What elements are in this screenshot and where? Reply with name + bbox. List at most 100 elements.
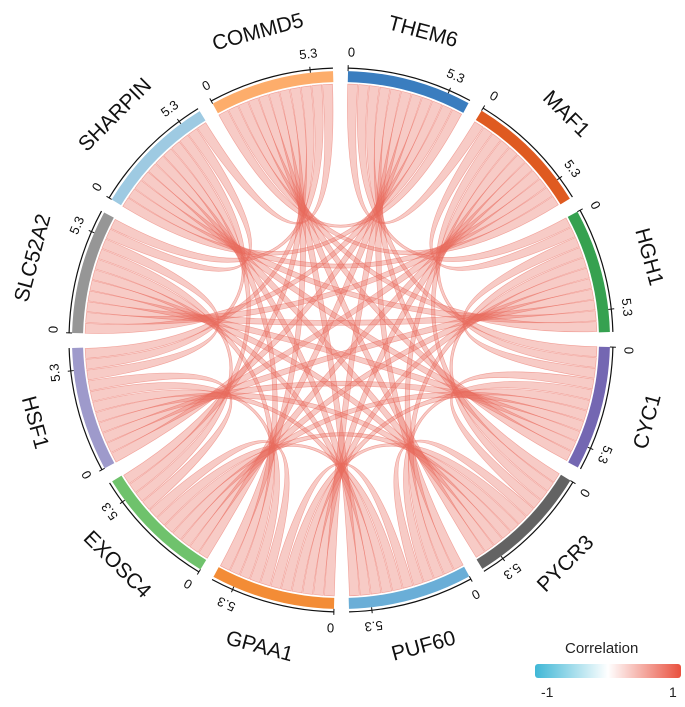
sector-slc52a2 — [72, 212, 114, 334]
tick-mark — [196, 569, 201, 575]
tick-mark — [176, 118, 182, 125]
sector-axis-pycr3 — [483, 481, 574, 572]
tick-mark — [99, 467, 105, 472]
sector-label-cyc1: CYC1 — [629, 391, 666, 451]
chord-link-maf1-gpaa1 — [313, 154, 526, 596]
correlation-legend: Correlation -1 1 — [535, 640, 681, 700]
tick-label: 5.3 — [619, 297, 636, 317]
chord-link-cyc1-slc52a2 — [87, 290, 581, 442]
tick-mark — [481, 105, 486, 111]
tick-label: 5.3 — [215, 594, 238, 615]
tick-label: 0 — [327, 620, 335, 635]
sector-commd5 — [212, 71, 334, 114]
tick-label: 0 — [199, 77, 213, 94]
tick-label: 0 — [46, 326, 61, 334]
legend-title: Correlation — [565, 640, 639, 657]
chord-link-puf60-gpaa1 — [270, 462, 414, 590]
sector-label-them6: THEM6 — [386, 12, 461, 53]
chord-link-puf60-sharpin — [155, 155, 371, 596]
tick-mark — [67, 370, 74, 372]
tick-mark — [570, 480, 576, 485]
tick-mark — [468, 576, 473, 582]
chord-link-gpaa1-exosc4 — [149, 440, 290, 587]
tick-mark — [577, 208, 583, 213]
sector-label-pycr3: PYCR3 — [533, 531, 599, 597]
chord-link-gpaa1-sharpin — [163, 148, 278, 576]
sector-axis-gpaa1 — [211, 578, 334, 613]
sector-axis-cyc1 — [579, 347, 614, 470]
tick-mark — [447, 87, 452, 94]
chord-link-maf1-slc52a2 — [85, 178, 547, 325]
chord-link-pycr3-slc52a2 — [89, 279, 503, 546]
legend-max-label: 1 — [669, 684, 677, 700]
tick-label: 5.3 — [298, 45, 318, 62]
chord-link-maf1-commd5 — [228, 105, 559, 256]
chord-link-them6-commd5 — [218, 109, 463, 228]
tick-label: 0 — [469, 586, 483, 603]
sector-label-maf1: MAF1 — [538, 86, 594, 142]
chord-link-puf60-exosc4 — [156, 443, 403, 592]
chord-link-hgh1-gpaa1 — [302, 267, 590, 595]
chord-link-hgh1-hsf1 — [102, 288, 595, 443]
chord-link-maf1-cyc1 — [435, 133, 597, 368]
tick-mark — [556, 175, 563, 181]
chord-link-hgh1-pycr3 — [449, 247, 584, 501]
tick-label: 0 — [587, 198, 604, 212]
tick-label: 5.3 — [98, 500, 121, 523]
sector-label-hgh1: HGH1 — [630, 226, 667, 288]
chord-link-cyc1-puf60 — [403, 381, 593, 583]
chord-link-gpaa1-commd5 — [219, 88, 306, 571]
sector-axis-slc52a2 — [68, 210, 103, 333]
sector-label-exosc4: EXOSC4 — [79, 526, 156, 603]
tick-label: 0 — [181, 576, 195, 593]
chord-link-exosc4-slc52a2 — [97, 248, 233, 502]
sector-axis-sharpin — [108, 108, 199, 199]
sector-axis-them6 — [348, 67, 471, 102]
tick-mark — [119, 499, 126, 505]
chord-link-slc52a2-sharpin — [105, 128, 252, 272]
chord-link-them6-hsf1 — [111, 96, 433, 463]
tick-label: 0 — [348, 45, 356, 60]
sector-axis-commd5 — [210, 67, 333, 102]
tick-label: 5.3 — [158, 97, 181, 120]
tick-mark — [230, 586, 235, 593]
chord-link-exosc4-commd5 — [123, 86, 307, 485]
chord-link-pycr3-gpaa1 — [280, 443, 527, 592]
tick-mark — [88, 229, 95, 234]
chord-link-hsf1-slc52a2 — [86, 238, 220, 381]
tick-label: 5.3 — [364, 618, 384, 635]
chord-link-gpaa1-hsf1 — [89, 382, 280, 584]
sector-hgh1 — [567, 211, 610, 333]
tick-label: 5.3 — [501, 560, 524, 583]
chord-ticks: 0 5.3 0 5.3 0 5.3 0 5.3 0 5.3 0 5.3 0 5.3 0 5.3 0 5.3 0 5.3… — [46, 45, 637, 636]
sector-label-puf60: PUF60 — [389, 626, 458, 665]
sector-axis-exosc4 — [109, 482, 200, 573]
chord-link-them6-pycr3 — [373, 86, 560, 483]
sector-gpaa1 — [213, 567, 335, 609]
tick-mark — [500, 555, 506, 562]
chord-link-cyc1-sharpin — [141, 171, 577, 452]
chord-link-hsf1-commd5 — [84, 85, 315, 359]
legend-color-bar — [535, 664, 681, 678]
sector-axis-hgh1 — [579, 209, 614, 332]
chord-link-hsf1-sharpin — [85, 134, 246, 370]
tick-mark — [587, 446, 594, 451]
sector-maf1 — [475, 110, 570, 205]
sector-cyc1 — [568, 346, 610, 468]
tick-label: 0 — [487, 88, 501, 105]
sector-label-commd5: COMMD5 — [210, 9, 306, 56]
legend-min-label: -1 — [541, 684, 554, 700]
sector-label-gpaa1: GPAA1 — [223, 626, 295, 666]
sector-axis-maf1 — [482, 107, 573, 198]
chord-link-cyc1-pycr3 — [450, 371, 595, 509]
tick-label: 0 — [89, 180, 106, 194]
chord-labels: THEM6 MAF1 HGH1 CYC1 PYCR3 PUF60 GPAA1 EXOSC4 HS… — [10, 9, 668, 667]
chord-link-puf60-slc52a2 — [91, 269, 382, 595]
tick-mark — [309, 66, 311, 73]
sector-them6 — [347, 71, 469, 113]
tick-label: 5.3 — [595, 443, 616, 466]
tick-label: 5.3 — [444, 65, 467, 86]
sector-axis-hsf1 — [68, 348, 103, 471]
legend-gradient-rect — [535, 664, 681, 678]
sector-pycr3 — [476, 474, 571, 569]
